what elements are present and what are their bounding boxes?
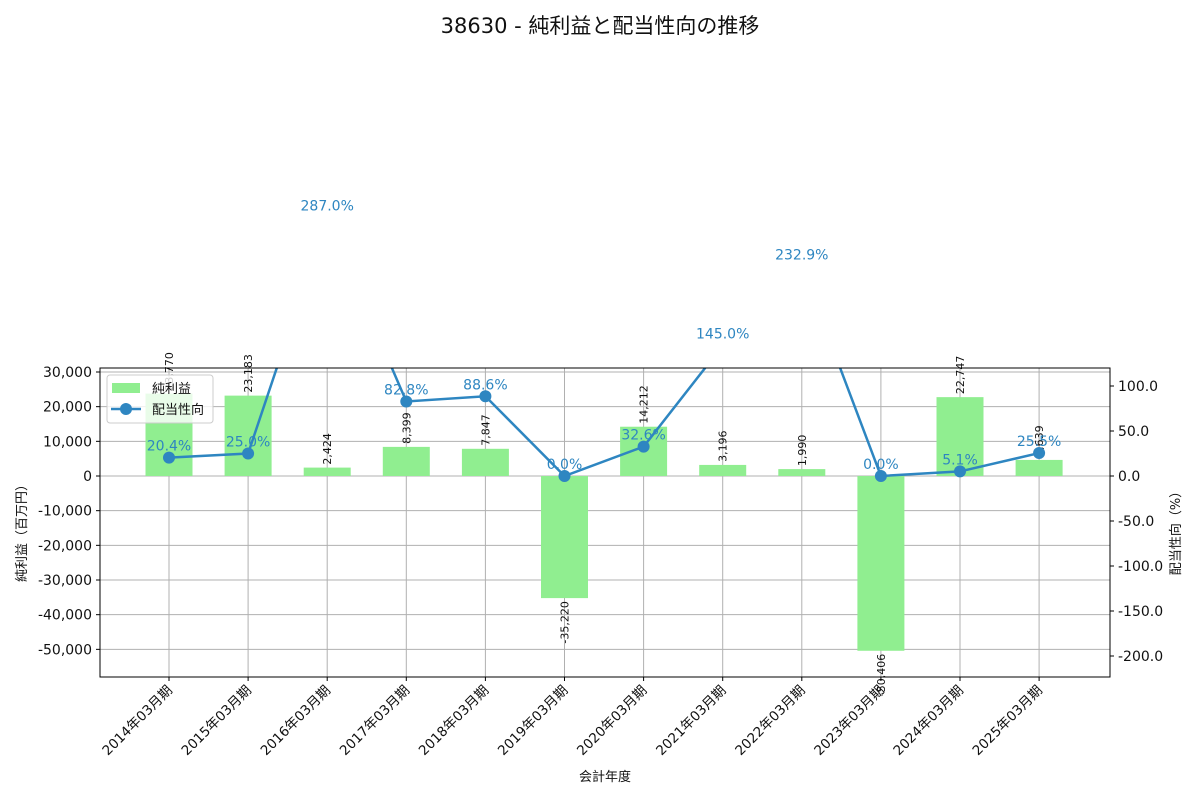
x-tick-label: 2015年03月期	[179, 683, 255, 759]
line-value-label: 20.4%	[147, 439, 191, 455]
line-value-label: 25.5%	[1017, 434, 1061, 450]
bar-value-label: 8,399	[400, 412, 413, 444]
line-marker	[874, 470, 887, 482]
bar-value-label: 1,990	[796, 435, 809, 467]
left-tick-label: -30,000	[38, 573, 92, 589]
line-value-label: 145.0%	[696, 327, 749, 343]
bar	[857, 476, 905, 651]
bar-value-label: -50,406	[875, 654, 888, 696]
x-tick-label: 2023年03月期	[811, 683, 887, 759]
left-tick-label: 0	[83, 469, 92, 485]
line-value-label: 88.6%	[463, 377, 507, 393]
x-tick-label: 2020年03月期	[574, 683, 650, 759]
bar-value-label: 3,196	[717, 430, 730, 462]
x-tick-label: 2025年03月期	[970, 683, 1046, 759]
left-tick-label: -10,000	[38, 504, 92, 520]
bar	[541, 476, 588, 599]
left-tick-label: -20,000	[38, 538, 92, 554]
bar-value-label: 2,424	[321, 433, 334, 465]
line-value-label: 0.0%	[547, 457, 583, 473]
x-tick-label: 2019年03月期	[495, 683, 571, 759]
x-tick-label: 2022年03月期	[732, 683, 808, 759]
line-marker	[1033, 447, 1046, 460]
x-tick-label: 2018年03月期	[416, 683, 492, 759]
line-value-label: 232.9%	[775, 247, 828, 263]
bar	[778, 469, 826, 476]
legend-label-payout: 配当性向	[152, 402, 204, 418]
bar-value-label: 23,183	[242, 354, 255, 393]
chart-title: 38630 - 純利益と配当性向の推移	[441, 14, 760, 38]
payout-line	[168, 368, 1040, 478]
bar	[303, 467, 351, 476]
legend-bar-swatch	[112, 383, 140, 393]
line-value-label: 287.0%	[301, 199, 354, 215]
right-tick-label: 100.0	[1118, 379, 1158, 395]
bar	[461, 448, 509, 476]
left-tick-label: 10,000	[43, 434, 92, 450]
right-axis-label: 配当性向（%）	[1168, 485, 1184, 575]
bar-value-label: 22,747	[954, 356, 967, 395]
line-marker	[954, 465, 966, 478]
right-tick-label: -100.0	[1118, 559, 1163, 575]
line-marker	[163, 451, 175, 464]
bar-value-label: 14,212	[638, 385, 651, 424]
legend-line-swatch	[120, 403, 132, 415]
line-value-label: 82.8%	[384, 382, 428, 398]
line-marker	[242, 447, 255, 460]
bar	[1015, 459, 1063, 476]
bar-value-label: 7,847	[479, 414, 492, 446]
line-value-label: 25.0%	[226, 435, 270, 451]
x-tick-label: 2021年03月期	[653, 683, 729, 759]
bar	[699, 464, 747, 476]
line-value-label: 5.1%	[942, 452, 978, 468]
line-marker	[637, 440, 650, 453]
left-tick-label: 20,000	[43, 400, 92, 416]
bar	[382, 446, 430, 476]
x-tick-label: 2024年03月期	[890, 683, 966, 759]
left-axis-label: 純利益（百万円）	[15, 478, 30, 582]
legend-label-net-income: 純利益	[152, 382, 191, 397]
right-tick-label: -200.0	[1118, 649, 1163, 665]
line-marker	[558, 470, 571, 482]
bar-value-label: -35,220	[559, 601, 572, 643]
line-marker	[400, 395, 413, 408]
bar	[936, 397, 984, 476]
line-value-label: 0.0%	[863, 457, 899, 473]
x-axis-label: 会計年度	[579, 769, 631, 785]
x-tick-label: 2014年03月期	[99, 683, 175, 759]
x-tick-label: 2017年03月期	[337, 683, 413, 759]
line-marker	[479, 390, 492, 403]
left-tick-label: 30,000	[43, 365, 92, 381]
right-tick-label: -150.0	[1118, 604, 1163, 620]
right-tick-label: -50.0	[1118, 514, 1154, 530]
left-tick-label: -50,000	[38, 642, 92, 658]
line-series: 20.4% 25.0% 287.0% 82.8% 88.6% 0.0% 32.6% 145.0…	[147, 199, 1061, 482]
x-tick-label: 2016年03月期	[258, 683, 334, 759]
right-tick-label: 50.0	[1118, 424, 1149, 440]
line-value-label: 32.6%	[621, 428, 665, 444]
left-tick-label: -40,000	[38, 608, 92, 624]
right-tick-label: 0.0	[1118, 469, 1140, 485]
